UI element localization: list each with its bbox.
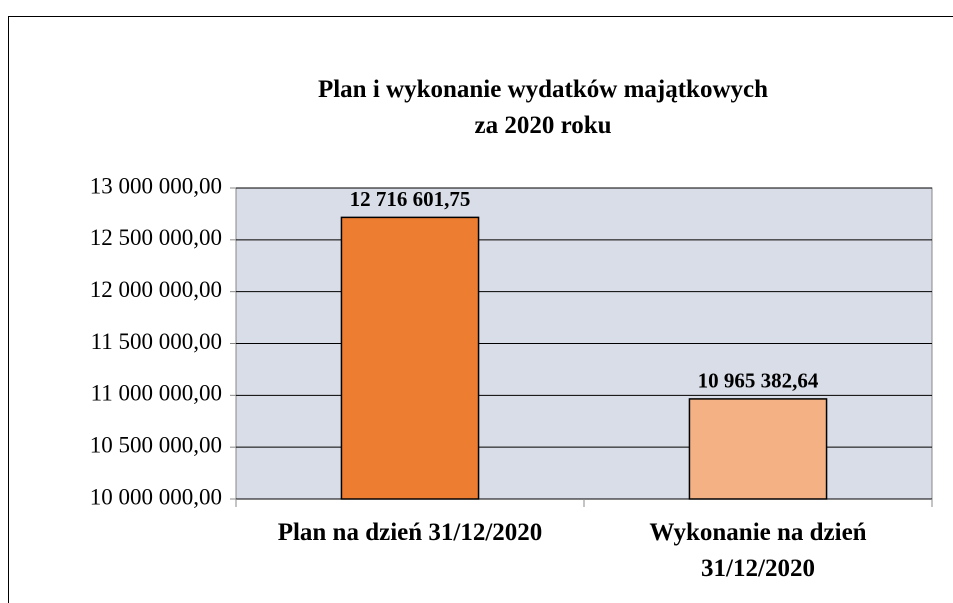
chart-title: Plan i wykonanie wydatków majątkowych za… — [317, 76, 769, 139]
y-tick-label: 13 000 000,00 — [90, 173, 222, 198]
y-tick-label: 10 500 000,00 — [90, 432, 222, 457]
bar — [340, 216, 480, 500]
x-tick-label: Wykonanie na dzień 31/12/2020 — [649, 519, 867, 582]
bar — [688, 398, 828, 500]
y-tick-label: 11 500 000,00 — [91, 329, 222, 354]
y-tick-label: 12 500 000,00 — [90, 225, 222, 250]
value-label: 12 716 601,75 — [350, 187, 471, 211]
y-tick-label: 12 000 000,00 — [90, 277, 222, 302]
value-label: 10 965 382,64 — [698, 369, 819, 393]
x-tick-label: Plan na dzień 31/12/2020 — [277, 519, 543, 546]
y-tick-label: 10 000 000,00 — [90, 484, 222, 509]
y-tick-label: 11 000 000,00 — [91, 381, 222, 406]
